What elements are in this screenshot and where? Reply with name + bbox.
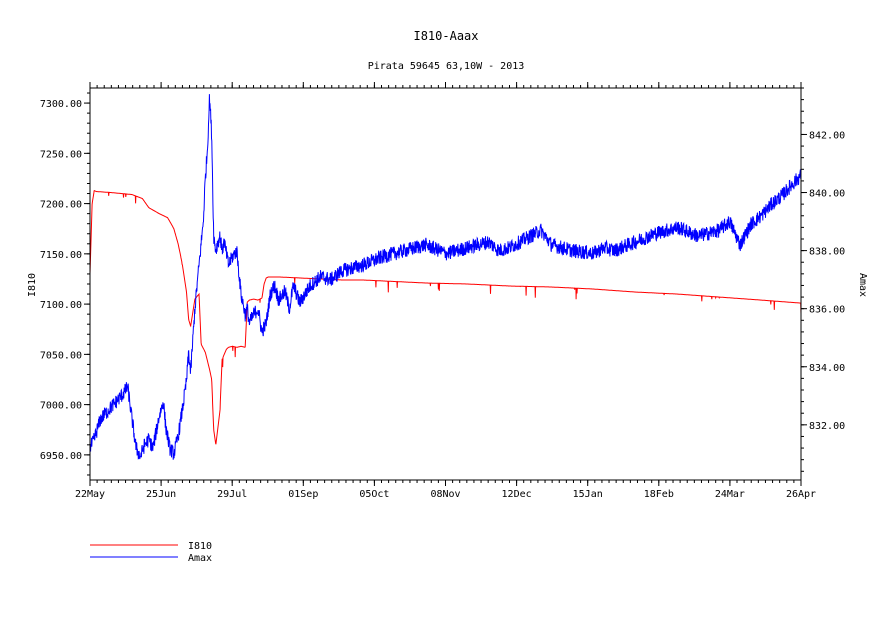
y-left-tick-label: 7300.00 xyxy=(40,99,82,110)
y-axis-right-label: Amax xyxy=(857,273,868,297)
x-tick-label: 05Oct xyxy=(359,489,389,500)
y-left-tick-label: 7250.00 xyxy=(40,149,82,160)
chart-title: I810-Aaax xyxy=(413,29,478,43)
legend-label-i810: I810 xyxy=(188,541,212,552)
x-tick-label: 25Jun xyxy=(146,489,176,500)
series-line-i810 xyxy=(89,189,802,445)
x-tick-label: 01Sep xyxy=(288,489,318,500)
y-right-tick-label: 832.00 xyxy=(809,421,845,432)
y-axis-left-label: I810 xyxy=(27,273,38,297)
x-tick-label: 15Jan xyxy=(573,489,603,500)
y-left-tick-label: 7050.00 xyxy=(40,350,82,361)
axes-layer: 22May 25Jun 29Jul 01Sep 05Oct 08Nov 12Dec 15Jan… xyxy=(40,82,845,500)
y-left-tick-label: 6950.00 xyxy=(40,451,82,462)
chart-subtitle: Pirata 59645 63,10W - 2013 xyxy=(368,61,525,72)
y-left-tick-label: 7200.00 xyxy=(40,200,82,211)
series-line-amax xyxy=(89,94,802,460)
y-right-tick-label: 836.00 xyxy=(809,305,845,316)
y-left-tick-label: 7150.00 xyxy=(40,250,82,261)
x-tick-label: 24Mar xyxy=(715,489,745,500)
legend-label-amax: Amax xyxy=(188,553,212,564)
y-right-tick-label: 840.00 xyxy=(809,189,845,200)
y-left-tick-label: 7100.00 xyxy=(40,300,82,311)
y-left-tick-label: 7000.00 xyxy=(40,401,82,412)
x-tick-label: 18Feb xyxy=(644,489,674,500)
series-layer xyxy=(89,94,802,460)
y-right-tick-label: 834.00 xyxy=(809,363,845,374)
x-tick-label: 08Nov xyxy=(430,489,460,500)
x-tick-label: 22May xyxy=(75,489,105,500)
x-tick-label: 12Dec xyxy=(502,489,532,500)
x-tick-label: 26Apr xyxy=(786,489,816,500)
y-right-tick-label: 842.00 xyxy=(809,130,845,141)
x-tick-label: 29Jul xyxy=(217,489,247,500)
y-right-tick-label: 838.00 xyxy=(809,247,845,258)
